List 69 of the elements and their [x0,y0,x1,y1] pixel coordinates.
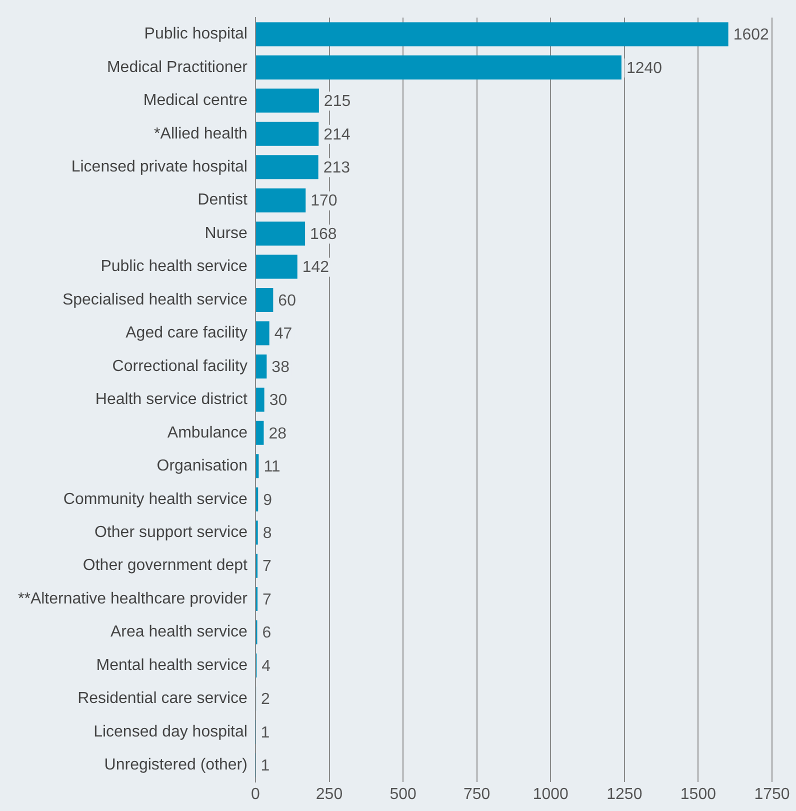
x-tick-label: 1750 [754,786,790,803]
data-label: 1240 [626,60,662,77]
bar [256,22,728,46]
data-label: 9 [263,492,272,509]
bar [256,354,267,378]
y-tick-label: Medical Practitioner [106,58,248,76]
bar [256,222,306,246]
data-label: 214 [324,126,350,144]
y-tick-label: Public hospital [144,26,248,43]
y-tick-label: Specialised health service [62,291,248,308]
y-tick-label: Mental health service [96,656,248,674]
bar [256,321,270,346]
y-tick-label: Other support service [94,524,248,542]
x-tick-label: 1500 [680,786,716,803]
bar [256,288,274,312]
bar [256,88,319,113]
bar [256,420,264,445]
y-tick-label: Correctional facility [112,358,248,375]
bar [256,388,264,412]
y-tick-label: Organisation [156,458,248,475]
data-label: 7 [262,591,272,608]
data-label: 30 [269,392,288,410]
data-label: 142 [302,259,330,276]
bar [256,155,318,180]
y-tick-label: Area health service [110,624,248,641]
y-tick-label: Licensed private hospital [71,158,248,176]
x-tick-label: 250 [316,786,343,803]
bar [256,55,622,80]
y-tick-label: Unregistered (other) [104,756,248,774]
x-tick-label: 1250 [606,786,642,803]
y-tick-label: **Alternative healthcare provider [18,590,248,608]
data-label: 38 [272,358,290,376]
bar [256,487,258,512]
bar [256,122,319,146]
y-tick-label: *Allied health [154,125,248,142]
data-label: 11 [264,458,280,476]
data-label: 4 [262,658,271,675]
y-tick-label: Dentist [198,192,248,209]
y-tick-label: Aged care facility [126,324,248,342]
data-label: 1 [260,724,270,742]
data-label: 1 [260,758,270,775]
bar [256,254,298,279]
bar [256,188,306,212]
y-tick-label: Residential care service [78,690,248,708]
y-tick-label: Ambulance [167,424,248,442]
data-label: 1602 [733,26,770,44]
data-label: 215 [324,93,351,110]
data-label: 28 [268,425,287,442]
y-tick-label: Community health service [63,490,248,508]
y-tick-label: Nurse [204,224,248,242]
data-label: 60 [278,292,296,310]
y-tick-label: Medical centre [143,92,248,110]
y-tick-label: Public health service [100,258,248,276]
y-tick-label: Other government dept [82,557,248,574]
bar [256,454,259,478]
data-label: 213 [323,160,350,177]
x-tick-label: 1000 [532,786,569,803]
data-label: 168 [310,226,337,243]
data-label: 2 [261,691,270,708]
x-tick-label: 750 [463,786,490,803]
data-label: 8 [262,525,272,542]
data-label: 170 [310,192,338,210]
y-tick-label: Health service district [95,391,248,408]
x-tick-label: 0 [251,786,260,803]
data-label: 6 [262,624,272,642]
x-tick-label: 500 [390,786,416,803]
y-tick-label: Licensed day hospital [94,723,248,740]
data-label: 47 [274,326,292,343]
data-label: 7 [262,558,272,576]
